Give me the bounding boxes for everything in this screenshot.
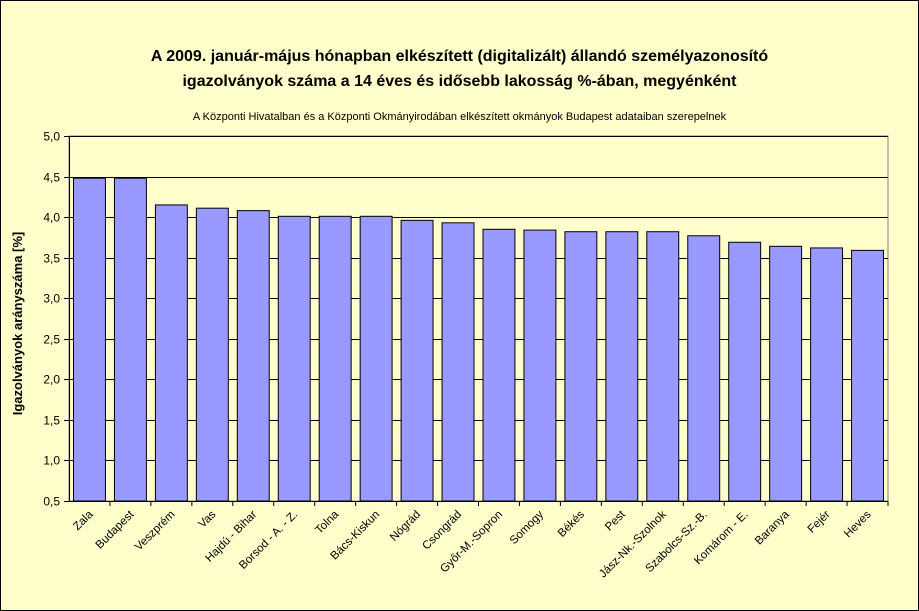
y-tick-label: 3,5 [43,252,60,266]
x-tick-label: Békés [556,508,587,539]
bar [523,229,557,502]
bar [195,207,229,502]
x-tick-label: Fejér [806,509,833,536]
bar [73,177,106,502]
y-tick-label: 4,5 [43,171,60,185]
x-tick-label: Budapest [94,508,137,551]
x-tick-label: Baranya [753,508,792,547]
bar [687,235,721,502]
y-tick-label: 0,5 [43,495,60,509]
bar [113,177,147,502]
y-tick-label: 1,5 [43,414,60,428]
bar [646,231,680,502]
chart-subtitle: A Központi Hivatalban és a Központi Okmá… [192,111,727,123]
y-tick-label: 4,0 [43,211,60,225]
bar [441,222,475,502]
bar [482,228,516,502]
x-tick-label: Tolna [313,508,341,536]
y-tick-label: 1,0 [43,454,60,468]
bar [810,247,844,502]
bar [769,245,803,502]
x-tick-label: Csongrád [420,509,464,553]
bar [236,210,270,502]
bar [728,241,762,502]
chart-title: A 2009. január-május hónapban elkészítet… [0,44,919,94]
y-tick-label: 5,0 [43,130,60,144]
x-tick-label: Veszprém [133,509,178,554]
x-tick-label: Heves [842,508,874,540]
x-tick-label: Vas [197,508,219,530]
bar [318,215,352,502]
bar [359,215,393,502]
bar [564,231,598,502]
y-tick-label: 2,5 [43,333,60,347]
x-tick-label: Somogy [508,508,546,546]
chart-title-line-2: igazolványok száma a 14 éves és idősebb … [182,73,737,90]
bar [400,219,434,502]
y-tick-label: 3,0 [43,292,60,306]
bar [154,204,188,502]
y-tick-label: 2,0 [43,373,60,387]
x-tick-label: Pest [603,508,628,533]
y-axis-label: Igazolványok arányszáma [%] [10,232,25,416]
bar [277,215,311,502]
chart-title-line-1: A 2009. január-május hónapban elkészítet… [150,48,769,65]
x-tick-label: Nógrád [388,509,423,544]
bar [851,249,884,502]
x-tick-label: Zala [71,508,96,533]
plot-area [68,135,889,502]
bar [605,231,639,502]
